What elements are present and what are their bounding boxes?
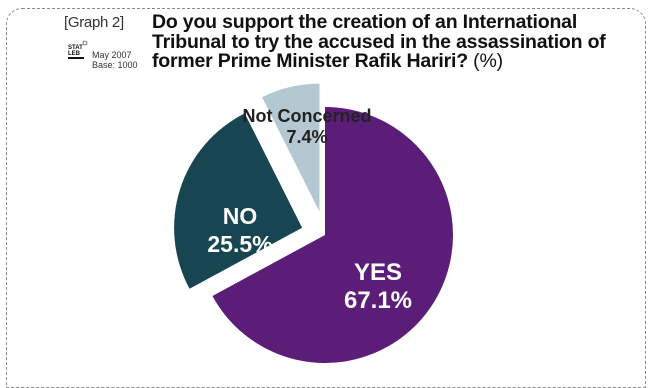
pie-slice-yes: [212, 107, 453, 363]
chart-title-unit: (%): [473, 50, 503, 72]
slice-label-no: NO: [223, 203, 258, 229]
pie-slice-no: [174, 113, 303, 289]
svg-text:LEB: LEB: [68, 51, 81, 57]
slice-label-not-concerned: Not Concerned: [242, 106, 371, 126]
chart-title-text: Do you support the creation of an Intern…: [152, 11, 606, 72]
slice-value-no: 25.5%: [207, 231, 272, 257]
survey-date: May 2007: [92, 50, 132, 60]
survey-base: Base: 1000: [92, 60, 138, 70]
slice-value-yes: 67.1%: [344, 287, 412, 314]
pie-slice-not-concerned: [262, 83, 320, 212]
graph-number-label: [Graph 2]: [64, 14, 124, 31]
chart-title: Do you support the creation of an Intern…: [152, 11, 642, 72]
slice-value-not-concerned: 7.4%: [286, 127, 327, 147]
statistics-lebanon-logo-icon: STAT LEB: [67, 40, 88, 60]
slice-label-yes: YES: [354, 259, 402, 286]
survey-meta: May 2007 Base: 1000: [92, 50, 138, 70]
svg-text:STAT: STAT: [68, 45, 83, 51]
